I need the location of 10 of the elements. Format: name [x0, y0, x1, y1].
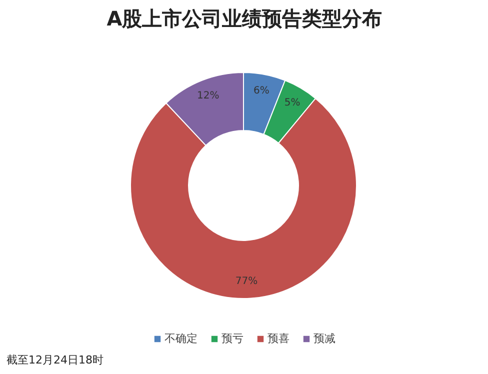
data-label: 12%: [197, 90, 220, 102]
data-label: 77%: [235, 276, 258, 287]
legend-label: 预喜: [268, 331, 290, 346]
data-label: 5%: [284, 97, 300, 108]
data-label: 6%: [254, 86, 270, 97]
legend-label: 预亏: [222, 331, 244, 346]
legend-label: 不确定: [164, 331, 198, 346]
chart-title: A股上市公司业绩预告类型分布: [106, 6, 382, 30]
legend-label: 预减: [314, 331, 336, 346]
text: 截至12月24日18时: [6, 354, 104, 366]
